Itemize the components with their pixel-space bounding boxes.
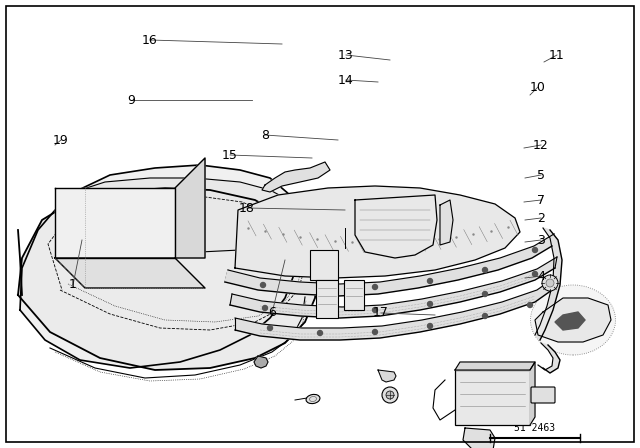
Polygon shape [378,370,396,382]
Circle shape [542,275,558,291]
Text: 51 2463: 51 2463 [515,423,556,433]
Text: 12: 12 [533,138,549,151]
Circle shape [268,326,273,331]
Circle shape [317,287,323,292]
Polygon shape [235,186,520,278]
Text: 19: 19 [53,134,69,146]
Polygon shape [440,200,453,245]
Text: 13: 13 [338,48,354,61]
Text: 17: 17 [373,306,389,319]
Circle shape [260,283,266,288]
Polygon shape [235,278,554,340]
Text: 9: 9 [127,94,135,107]
Circle shape [317,309,323,314]
Circle shape [532,247,538,253]
Polygon shape [225,234,554,296]
Circle shape [532,271,538,276]
Polygon shape [538,343,560,373]
Circle shape [372,307,378,313]
Polygon shape [18,188,318,370]
Circle shape [372,329,378,335]
Circle shape [317,331,323,336]
Polygon shape [355,195,437,258]
Polygon shape [20,165,300,368]
Polygon shape [555,312,585,330]
Bar [310,250,338,280]
Polygon shape [230,257,557,318]
Polygon shape [262,162,330,192]
Polygon shape [455,362,535,370]
Text: 14: 14 [338,73,354,86]
Text: 15: 15 [222,148,238,161]
Circle shape [483,267,488,272]
Text: 3: 3 [537,233,545,246]
Bar [316,280,338,318]
Circle shape [527,302,532,307]
Circle shape [428,279,433,284]
Text: 2: 2 [537,211,545,224]
Polygon shape [55,258,205,288]
Text: 1: 1 [69,279,77,292]
Polygon shape [535,228,562,340]
Text: 7: 7 [537,194,545,207]
Polygon shape [463,428,495,448]
Text: 16: 16 [142,34,158,47]
FancyBboxPatch shape [531,387,555,403]
Circle shape [262,306,268,310]
Polygon shape [254,356,268,368]
Circle shape [386,391,394,399]
Bar [344,280,364,310]
Circle shape [483,292,488,297]
Text: 4: 4 [537,270,545,283]
Polygon shape [535,298,611,342]
Polygon shape [55,188,175,258]
Polygon shape [60,178,295,252]
Ellipse shape [306,394,320,404]
Text: 6: 6 [268,306,276,319]
Circle shape [483,314,488,319]
Text: 5: 5 [537,168,545,181]
Circle shape [546,279,554,287]
Text: 8: 8 [261,129,269,142]
Text: 11: 11 [549,48,565,61]
Circle shape [372,284,378,289]
Circle shape [428,302,433,306]
Bar [455,370,530,425]
Text: 10: 10 [530,81,546,94]
Ellipse shape [531,285,616,355]
Text: 18: 18 [239,202,255,215]
Circle shape [382,387,398,403]
Polygon shape [175,158,205,258]
Polygon shape [530,362,535,425]
Circle shape [428,323,433,328]
